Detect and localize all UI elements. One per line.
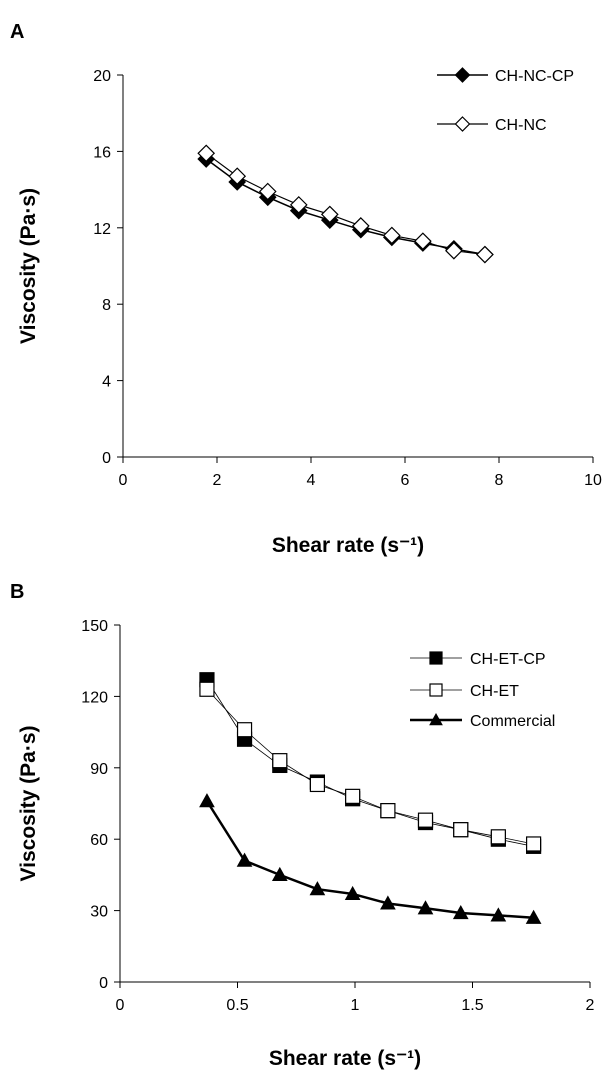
x-axis-title: Shear rate (s⁻¹) — [269, 1047, 421, 1070]
data-point-ch-nc — [445, 241, 463, 260]
chart-panel-a: 0 4 8 12 16 20 0 2 4 6 8 10 Shear rate (s⁻¹) Viscosit… — [17, 67, 602, 557]
data-point-commercial — [417, 900, 434, 915]
x-tick-label: 4 — [307, 472, 316, 489]
data-point-ch-et — [345, 788, 361, 804]
data-point-commercial — [236, 852, 253, 867]
x-tick-label: 0.5 — [226, 997, 248, 1014]
data-point-ch-et — [272, 753, 288, 769]
legend-label-ch-nc-cp: CH-NC-CP — [495, 68, 574, 85]
data-point-ch-nc — [258, 182, 277, 201]
x-tick-label: 6 — [401, 472, 410, 489]
y-tick-label: 30 — [90, 904, 108, 921]
y-tick-label: 16 — [93, 144, 111, 161]
data-point-commercial — [271, 866, 288, 881]
x-tick-label: 0 — [119, 472, 128, 489]
data-point-ch-nc — [197, 144, 216, 163]
panel-label-a: A — [10, 21, 24, 43]
x-tick-label: 1.5 — [461, 997, 483, 1014]
data-point-ch-et — [453, 822, 469, 838]
legend-marker — [429, 712, 443, 726]
x-tick-label: 0 — [116, 997, 125, 1014]
data-point-commercial — [452, 904, 469, 920]
data-point-commercial — [309, 881, 326, 896]
x-axis-title: Shear rate (s⁻¹) — [272, 534, 424, 557]
x-tick-label: 8 — [495, 472, 504, 489]
series-line-ch-nc — [205, 152, 485, 256]
legend-marker — [429, 683, 443, 697]
legend-marker — [454, 67, 471, 83]
x-tick-label: 2 — [586, 997, 595, 1014]
data-point-ch-et — [417, 812, 434, 828]
legend-label-ch-et-cp: CH-ET-CP — [470, 651, 546, 668]
data-point-ch-et — [380, 803, 396, 819]
series-line-ch-et-cp — [206, 679, 534, 847]
data-point-commercial — [199, 793, 215, 808]
series-line-ch-nc-cp — [205, 158, 486, 256]
x-tick-label: 2 — [213, 472, 222, 489]
data-point-ch-et — [199, 681, 215, 697]
data-point-commercial — [525, 909, 542, 924]
y-tick-label: 0 — [102, 450, 111, 467]
data-point-ch-nc — [476, 245, 494, 264]
data-point-ch-nc — [382, 226, 401, 245]
y-tick-label: 12 — [93, 221, 111, 238]
data-point-ch-et — [525, 836, 542, 852]
y-axis-title: Viscosity (Pa·s) — [17, 188, 40, 344]
y-tick-label: 90 — [90, 761, 108, 778]
y-tick-label: 0 — [99, 975, 108, 992]
data-point-ch-et — [236, 722, 253, 738]
data-point-commercial — [380, 895, 396, 910]
panel-label-b: B — [10, 581, 24, 603]
legend-label-ch-nc: CH-NC — [495, 117, 547, 134]
y-tick-label: 150 — [81, 618, 108, 635]
legend-marker — [429, 651, 443, 665]
chart-panel-b: 0 30 60 90 120 150 0 0.5 1 1.5 2 Shear rate (s⁻¹) Vi… — [17, 618, 595, 1070]
data-point-ch-nc — [289, 196, 308, 214]
y-tick-label: 4 — [102, 374, 111, 391]
data-point-ch-nc — [351, 217, 370, 235]
series-line-ch-et — [206, 688, 534, 845]
y-tick-label: 20 — [93, 68, 111, 85]
data-point-commercial — [490, 907, 507, 922]
series-line-commercial — [205, 800, 534, 919]
data-point-ch-et — [309, 776, 325, 793]
y-tick-label: 60 — [90, 832, 108, 849]
x-tick-label: 10 — [584, 472, 602, 489]
data-point-ch-nc — [228, 167, 247, 186]
x-tick-label: 1 — [351, 997, 360, 1014]
data-point-ch-nc — [414, 232, 432, 251]
legend-label-commercial: Commercial — [470, 713, 555, 730]
y-tick-label: 120 — [81, 689, 108, 706]
data-point-ch-nc — [320, 205, 339, 224]
legend-marker — [454, 116, 471, 132]
data-point-ch-et — [490, 829, 506, 845]
legend-label-ch-et: CH-ET — [470, 683, 519, 700]
y-axis-title: Viscosity (Pa·s) — [17, 725, 40, 881]
data-point-commercial — [344, 885, 361, 901]
y-tick-label: 8 — [102, 297, 111, 314]
